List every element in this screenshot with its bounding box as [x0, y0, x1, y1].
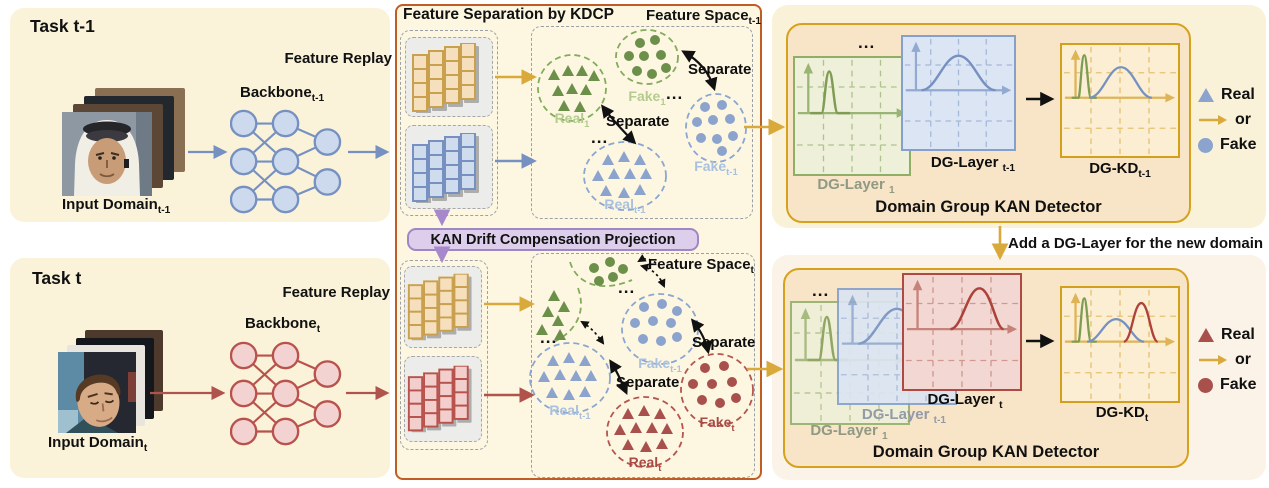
input-domain-t1-label: Input Domaint-1	[62, 196, 171, 216]
task-t-title: Task t	[32, 268, 82, 288]
add-dg-layer-note: Add a DG-Layer for the new domain	[1008, 235, 1264, 252]
feature-replay-label-t1: Feature Replay	[284, 50, 392, 67]
cluster-real-t	[606, 396, 684, 468]
feature-space-t-label: Feature Spacet	[648, 256, 754, 276]
dg-layer-prev-label-t: DG-Layer t-1	[861, 406, 947, 426]
cluster-real-1-label: Real1	[554, 110, 590, 130]
feature-space-t	[531, 253, 755, 478]
cluster-real-prev-t-label: Realt-1	[549, 402, 591, 422]
legend-or-row: or	[1198, 111, 1256, 129]
dg-kd-panel-t1	[1060, 43, 1180, 158]
dg-kd-panel-t	[1060, 286, 1180, 403]
legend-fake-row: Fake	[1198, 136, 1256, 154]
backbone-t1-label: Backbonet-1	[240, 84, 325, 104]
fake-circle-icon	[1198, 137, 1213, 153]
hair	[75, 374, 121, 402]
cluster-real-prev-t1	[583, 141, 667, 211]
feature-space-t1	[531, 26, 753, 219]
feature-stack-domain1	[410, 43, 490, 113]
feature-space-t1-label: Feature Spacet-1	[646, 7, 761, 27]
dg-layer-prev-panel-t1	[901, 35, 1016, 151]
dg-layer-1-panel-t1	[793, 56, 911, 176]
separate-label-bottom-1: Separate	[692, 334, 756, 351]
cluster-real-1	[537, 54, 607, 122]
cluster-fake-1-drifted	[569, 257, 633, 287]
dg-layer-t-panel	[902, 273, 1022, 391]
dg-kd-label-t: DG-KDt	[1095, 404, 1149, 424]
input-photo-stack-t1	[62, 88, 186, 196]
feature-stack-domain-t-box	[404, 356, 482, 442]
real-triangle-icon	[1198, 88, 1214, 102]
feature-stack-domain-prev	[410, 133, 490, 203]
or-arrow-icon	[1199, 355, 1227, 365]
cluster-fake-prev-t-label: Faket-1	[638, 355, 682, 375]
detector-title-t1: Domain Group KAN Detector	[875, 198, 1102, 216]
separate-label-top-1: Separate	[688, 61, 752, 78]
ellipsis: ...	[858, 33, 876, 52]
cluster-real-t-label: Realt	[628, 454, 662, 474]
legend-t: Real or Fake	[1198, 326, 1256, 394]
cluster-fake-prev-t1	[685, 93, 747, 163]
feature-stack-domain1-t	[406, 273, 482, 341]
kdcp-title: Feature Separation by KDCP	[403, 6, 615, 23]
feature-stack-domain1-box-t	[404, 266, 482, 348]
dg-layer-t-label: DG-Layer t	[927, 391, 1003, 411]
cluster-real-prev-t1-label: Realt-1	[604, 196, 646, 216]
cluster-fake-t	[680, 353, 754, 427]
dg-kd-label-t1: DG-KDt-1	[1089, 160, 1151, 180]
kdcp-projection-label: KAN Drift Compensation Projection	[430, 231, 676, 248]
separate-label-top-2: Separate	[606, 113, 670, 130]
legend-or-row: or	[1198, 351, 1256, 369]
legend-t1: Real or Fake	[1198, 86, 1256, 154]
backbone-t-label: Backbonet	[245, 315, 321, 335]
ellipsis: ...	[812, 281, 830, 300]
dg-layer-1-label-t1: DG-Layer 1	[817, 176, 895, 196]
ellipsis: ...	[591, 128, 609, 147]
fake-circle-icon	[1198, 377, 1213, 393]
legend-fake-row: Fake	[1198, 376, 1256, 394]
cluster-fake-1-label: Fake1	[628, 88, 666, 108]
face-photo-t	[58, 352, 136, 433]
backbone-network-t1	[230, 106, 342, 218]
input-photo-stack-t	[58, 330, 164, 434]
cluster-fake-t-label: Faket	[699, 414, 735, 434]
input-domain-t-label: Input Domaint	[48, 434, 148, 454]
or-arrow-icon	[1199, 115, 1227, 125]
feature-replay-label-t: Feature Replay	[282, 284, 390, 301]
ellipsis: ...	[540, 328, 558, 347]
feature-stack-domain-prev-box	[405, 125, 493, 209]
legend-real-row: Real	[1198, 86, 1256, 104]
task-t1-title: Task t-1	[30, 16, 95, 36]
detector-title-t: Domain Group KAN Detector	[872, 443, 1100, 461]
cluster-fake-1	[615, 29, 679, 85]
kan-drift-compensation-projection: KAN Drift Compensation Projection	[407, 228, 699, 251]
backbone-network-t	[230, 338, 342, 450]
real-triangle-icon	[1198, 328, 1214, 342]
separate-label-bottom-2: Separate	[616, 374, 680, 391]
cluster-real-1-drifted	[536, 287, 582, 343]
legend-real-row: Real	[1198, 326, 1256, 344]
dg-layer-prev-label-t1: DG-Layer t-1	[930, 154, 1016, 174]
feature-stack-domain-t	[406, 365, 482, 433]
ellipsis: ...	[666, 84, 684, 103]
face-photo-t1	[62, 112, 152, 196]
dg-layer-1-label-t: DG-Layer 1	[810, 422, 888, 442]
ellipsis: ...	[618, 278, 636, 297]
feature-stack-domain1-box	[405, 37, 493, 117]
cluster-fake-prev-t1-label: Faket-1	[694, 158, 738, 178]
